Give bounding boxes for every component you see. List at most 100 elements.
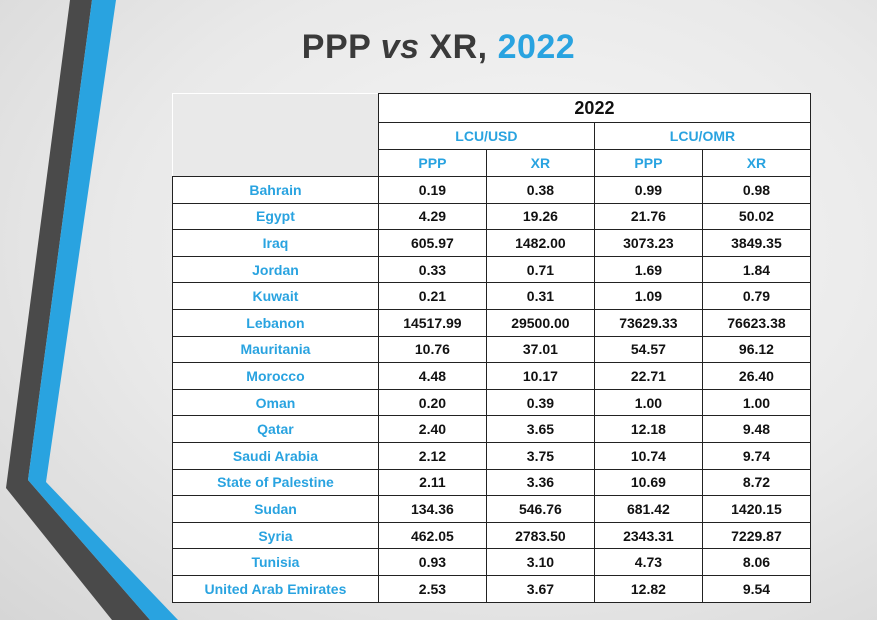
usd-ppp-cell: 0.20	[377, 388, 487, 417]
omr-xr-cell: 7229.87	[701, 521, 812, 550]
country-cell: United Arab Emirates	[172, 574, 379, 603]
country-cell: Sudan	[172, 495, 379, 523]
omr-xr-cell: 0.79	[701, 282, 812, 310]
usd-ppp-cell: 0.21	[377, 282, 487, 310]
omr-xr-cell: 8.06	[701, 548, 812, 576]
omr-xr-cell: 9.74	[701, 441, 812, 470]
blank-corner	[172, 122, 379, 150]
omr-ppp-cell: 0.99	[593, 176, 703, 204]
subheader-usd-ppp: PPP	[377, 149, 487, 177]
usd-ppp-cell: 2.40	[377, 415, 487, 443]
usd-xr-cell: 29500.00	[485, 308, 595, 337]
title-year: 2022	[497, 28, 576, 66]
usd-ppp-cell: 2.11	[377, 468, 487, 497]
table-row: Jordan 0.33 0.71 1.69 1.84	[172, 255, 812, 284]
omr-ppp-cell: 54.57	[593, 335, 703, 364]
subheader-omr-xr: XR	[701, 149, 812, 177]
omr-ppp-cell: 1.69	[593, 255, 703, 284]
group-header-usd: LCU/USD	[377, 122, 595, 150]
usd-xr-cell: 0.71	[485, 255, 595, 284]
omr-ppp-cell: 2343.31	[593, 521, 703, 550]
slide-title: PPP vs XR, 2022	[0, 28, 877, 67]
omr-xr-cell: 26.40	[701, 362, 812, 390]
usd-ppp-cell: 4.29	[377, 202, 487, 231]
ppp-xr-table: 2022 LCU/USD LCU/OMR PPP XR PPP XR Bahra…	[172, 93, 812, 603]
table-row: Lebanon 14517.99 29500.00 73629.33 76623.38	[172, 308, 812, 337]
omr-ppp-cell: 12.18	[593, 415, 703, 443]
unit-header-row: LCU/USD LCU/OMR	[172, 122, 812, 150]
omr-xr-cell: 1420.15	[701, 495, 812, 523]
blank-corner	[172, 149, 379, 177]
country-cell: Bahrain	[172, 176, 379, 204]
omr-ppp-cell: 22.71	[593, 362, 703, 390]
usd-xr-cell: 3.36	[485, 468, 595, 497]
omr-ppp-cell: 3073.23	[593, 229, 703, 257]
usd-ppp-cell: 2.12	[377, 441, 487, 470]
omr-xr-cell: 1.00	[701, 388, 812, 417]
country-cell: Lebanon	[172, 308, 379, 337]
table-row: Qatar 2.40 3.65 12.18 9.48	[172, 415, 812, 443]
omr-xr-cell: 8.72	[701, 468, 812, 497]
country-cell: Morocco	[172, 362, 379, 390]
usd-ppp-cell: 0.19	[377, 176, 487, 204]
omr-ppp-cell: 73629.33	[593, 308, 703, 337]
usd-xr-cell: 2783.50	[485, 521, 595, 550]
year-header: 2022	[377, 93, 812, 123]
country-cell: Kuwait	[172, 282, 379, 310]
table-row: Sudan 134.36 546.76 681.42 1420.15	[172, 495, 812, 523]
table-row: Iraq 605.97 1482.00 3073.23 3849.35	[172, 229, 812, 257]
country-cell: Egypt	[172, 202, 379, 231]
country-cell: Saudi Arabia	[172, 441, 379, 470]
year-header-row: 2022	[172, 93, 812, 123]
usd-xr-cell: 546.76	[485, 495, 595, 523]
usd-xr-cell: 1482.00	[485, 229, 595, 257]
omr-xr-cell: 9.48	[701, 415, 812, 443]
group-header-omr: LCU/OMR	[593, 122, 812, 150]
usd-ppp-cell: 605.97	[377, 229, 487, 257]
country-cell: Jordan	[172, 255, 379, 284]
omr-xr-cell: 1.84	[701, 255, 812, 284]
usd-xr-cell: 19.26	[485, 202, 595, 231]
table-row: Morocco 4.48 10.17 22.71 26.40	[172, 362, 812, 390]
omr-ppp-cell: 10.69	[593, 468, 703, 497]
usd-xr-cell: 0.31	[485, 282, 595, 310]
usd-ppp-cell: 4.48	[377, 362, 487, 390]
usd-xr-cell: 3.10	[485, 548, 595, 576]
country-cell: Tunisia	[172, 548, 379, 576]
usd-xr-cell: 3.65	[485, 415, 595, 443]
usd-xr-cell: 3.67	[485, 574, 595, 603]
table-row: Kuwait 0.21 0.31 1.09 0.79	[172, 282, 812, 310]
usd-xr-cell: 0.39	[485, 388, 595, 417]
omr-xr-cell: 3849.35	[701, 229, 812, 257]
omr-xr-cell: 50.02	[701, 202, 812, 231]
usd-ppp-cell: 0.33	[377, 255, 487, 284]
usd-ppp-cell: 14517.99	[377, 308, 487, 337]
table-row: Mauritania 10.76 37.01 54.57 96.12	[172, 335, 812, 364]
omr-xr-cell: 76623.38	[701, 308, 812, 337]
table-row: Egypt 4.29 19.26 21.76 50.02	[172, 202, 812, 231]
omr-ppp-cell: 681.42	[593, 495, 703, 523]
omr-ppp-cell: 1.09	[593, 282, 703, 310]
usd-ppp-cell: 0.93	[377, 548, 487, 576]
country-cell: Mauritania	[172, 335, 379, 364]
table-row: Syria 462.05 2783.50 2343.31 7229.87	[172, 521, 812, 550]
subheader-row: PPP XR PPP XR	[172, 149, 812, 177]
omr-ppp-cell: 1.00	[593, 388, 703, 417]
table-row: Bahrain 0.19 0.38 0.99 0.98	[172, 176, 812, 204]
omr-xr-cell: 0.98	[701, 176, 812, 204]
omr-ppp-cell: 4.73	[593, 548, 703, 576]
omr-ppp-cell: 10.74	[593, 441, 703, 470]
title-prefix: PPP	[301, 28, 381, 66]
usd-ppp-cell: 462.05	[377, 521, 487, 550]
table-row: State of Palestine 2.11 3.36 10.69 8.72	[172, 468, 812, 497]
table-row: Tunisia 0.93 3.10 4.73 8.06	[172, 548, 812, 576]
usd-xr-cell: 37.01	[485, 335, 595, 364]
subheader-usd-xr: XR	[485, 149, 595, 177]
usd-ppp-cell: 10.76	[377, 335, 487, 364]
table-row: Saudi Arabia 2.12 3.75 10.74 9.74	[172, 441, 812, 470]
table-row: United Arab Emirates 2.53 3.67 12.82 9.54	[172, 574, 812, 603]
usd-ppp-cell: 2.53	[377, 574, 487, 603]
country-cell: Syria	[172, 521, 379, 550]
dark-stripe	[6, 0, 150, 620]
